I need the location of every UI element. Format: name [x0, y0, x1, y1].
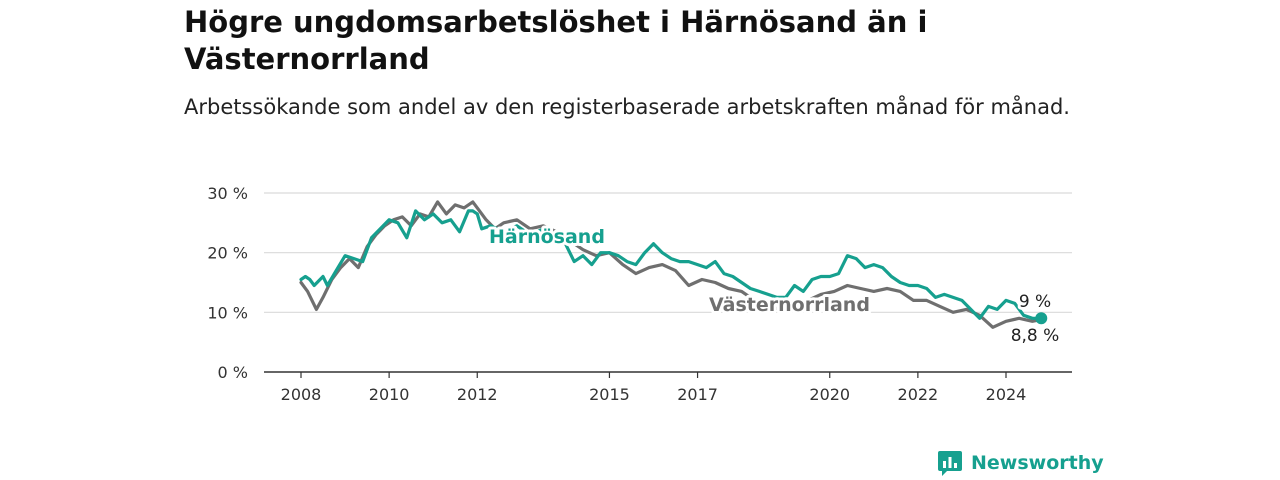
y-tick-label: 0 % [218, 363, 248, 382]
brand-name: Newsworthy [971, 452, 1104, 474]
series-label-vasternorrland-halo: Västernorrland [709, 294, 870, 316]
brand: Newsworthy [937, 449, 1104, 477]
x-tick-label: 2022 [898, 385, 939, 404]
series-label-harnosand-halo: Härnösand [489, 226, 605, 248]
y-tick-label: 20 % [207, 244, 248, 263]
end-label-vasternorrland: 8,8 %8,8 % [1008, 323, 1063, 349]
x-axis: 2008 2010 2012 2015 2017 2020 2022 2024 [264, 371, 1072, 404]
end-label-vasternorrland-text: 8,8 % [1011, 326, 1060, 346]
line-chart: 0 % 10 % 20 % 30 % 2008 2010 2012 2015 2017 2020… [207, 184, 1072, 404]
grid-lines [264, 192, 1072, 313]
chart-title: Högre ungdomsarbetslöshet i Härnösand än… [184, 5, 928, 76]
x-tick-label: 2020 [809, 385, 850, 404]
x-tick-label: 2017 [677, 385, 718, 404]
y-axis-ticks: 0 % 10 % 20 % 30 % [207, 184, 248, 382]
chart-subtitle: Arbetssökande som andel av den registerb… [184, 95, 1070, 119]
x-tick-label: 2012 [457, 385, 498, 404]
end-label-vasternorrland-halo: 8,8 % [1011, 326, 1060, 346]
bar-chart-speech-bubble-icon [938, 451, 962, 476]
end-label-harnosand-text: 9 % [1019, 292, 1051, 312]
end-label-harnosand: 9 %9 % [1016, 289, 1054, 315]
x-tick-label: 2010 [369, 385, 410, 404]
series-line-harnosand [299, 209, 1043, 320]
series-lines [299, 200, 1043, 329]
x-tick-label: 2024 [986, 385, 1027, 404]
series-label-vasternorrland-text: Västernorrland [709, 294, 870, 316]
end-point-harnosand [1035, 312, 1048, 325]
y-tick-label: 10 % [207, 303, 248, 322]
x-tick-label: 2015 [589, 385, 630, 404]
y-tick-label: 30 % [207, 184, 248, 203]
series-label-harnosand-text: Härnösand [489, 226, 605, 248]
x-tick-label: 2008 [281, 385, 322, 404]
end-label-harnosand-halo: 9 % [1019, 292, 1051, 312]
